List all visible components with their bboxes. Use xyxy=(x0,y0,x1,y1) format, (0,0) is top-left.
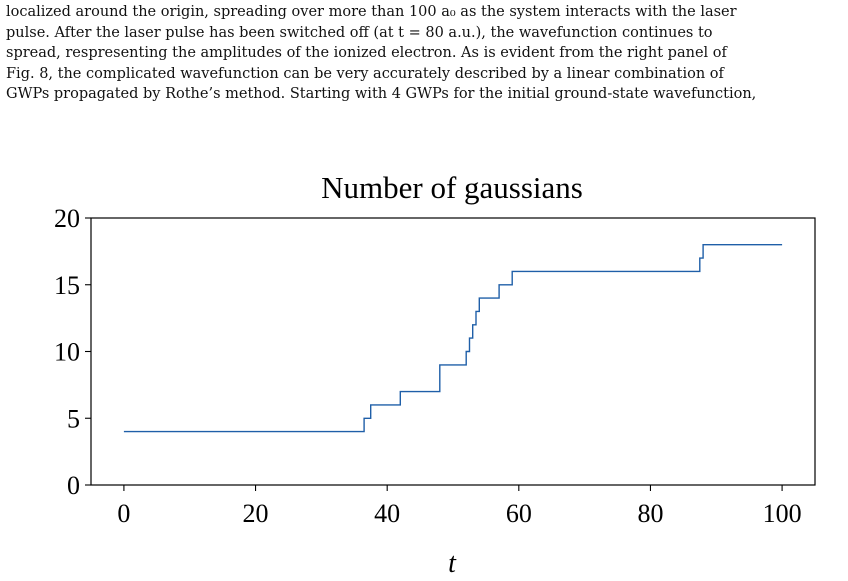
paragraph-line-1: localized around the origin, spreading o… xyxy=(6,4,737,20)
x-tick-label: 60 xyxy=(506,499,532,528)
y-tick-label: 10 xyxy=(54,338,80,367)
x-tick-label: 100 xyxy=(763,499,802,528)
series-line xyxy=(123,244,783,433)
paragraph-line-3: spread, respresenting the amplitudes of … xyxy=(6,45,727,61)
y-tick-label: 15 xyxy=(54,271,80,300)
x-axis-label: t xyxy=(448,548,457,579)
x-tick-label: 20 xyxy=(243,499,269,528)
x-tick-label: 80 xyxy=(637,499,663,528)
x-tick-label: 0 xyxy=(117,499,130,528)
paragraph-line-4: Fig. 8, the complicated wavefunction can… xyxy=(6,65,724,82)
y-tick-label: 0 xyxy=(67,471,80,500)
y-tick-label: 20 xyxy=(54,204,80,233)
paragraph-line-5: GWPs propagated by Rothe’s method. Start… xyxy=(6,86,757,102)
plot-frame xyxy=(90,217,816,486)
y-tick-label: 5 xyxy=(67,404,80,433)
paragraph-line-2: pulse. After the laser pulse has been sw… xyxy=(6,24,713,41)
body-paragraph: localized around the origin, spreading o… xyxy=(6,2,842,105)
x-tick-label: 40 xyxy=(374,499,400,528)
chart-title: Number of gaussians xyxy=(321,170,583,205)
